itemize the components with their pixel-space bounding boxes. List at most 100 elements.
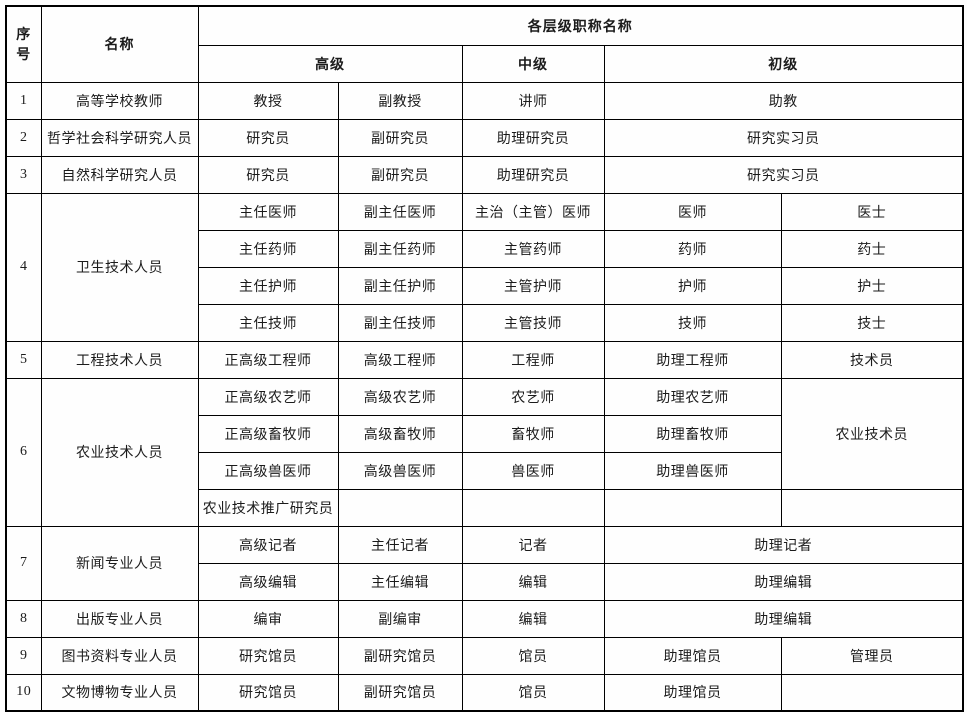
title-cell: 高级编辑 <box>197 562 339 601</box>
title-cell: 正高级农艺师 <box>197 377 339 416</box>
title-cell: 主任技师 <box>197 303 339 342</box>
table-body: 1 高等学校教师 教授 副教授 讲师 助教 2 哲学社会科学研究人员 研究员 副研究员 助理研究员研… <box>5 81 964 712</box>
row-number: 4 <box>5 192 42 342</box>
table-row: 4 卫生技术人员 主任医师 副主任医师 主治（主管）医师 医师 医士 <box>5 192 964 342</box>
title-cell: 农艺师 <box>461 377 605 416</box>
title-cell: 研究员 <box>197 118 339 157</box>
title-cell: 研究实习员 <box>603 155 964 194</box>
row-number: 9 <box>5 636 42 675</box>
title-cell: 正高级兽医师 <box>197 451 339 490</box>
title-cell: 正高级畜牧师 <box>197 414 339 453</box>
title-cell: 管理员 <box>780 636 964 675</box>
title-cell: 医士 <box>780 192 964 231</box>
table-row: 3 自然科学研究人员 研究员 副研究员 助理研究员 研究实习员 <box>5 155 964 194</box>
table-row: 正高级兽医师 高级兽医师 兽医师 助理兽医师 <box>6 451 963 490</box>
title-cell: 药士 <box>780 229 964 268</box>
title-cell: 馆员 <box>461 673 605 712</box>
column-header-serial: 序号 <box>5 5 42 83</box>
title-cell: 记者 <box>461 525 605 564</box>
table-row: 正高级畜牧师 高级畜牧师 畜牧师 助理畜牧师 <box>6 414 963 453</box>
title-cell: 副研究馆员 <box>337 636 463 675</box>
title-cell: 高级工程师 <box>337 340 463 379</box>
title-cell: 医师 <box>603 192 782 231</box>
title-cell: 助理编辑 <box>603 599 964 638</box>
category-name: 自然科学研究人员 <box>40 155 199 194</box>
title-cell: 编辑 <box>461 599 605 638</box>
title-cell: 主任记者 <box>337 525 463 564</box>
category-name: 哲学社会科学研究人员 <box>40 118 199 157</box>
category-name: 卫生技术人员 <box>40 192 199 342</box>
row-number: 6 <box>5 377 42 527</box>
title-cell: 副主任医师 <box>337 192 463 231</box>
table-row: 高级编辑 主任编辑 编辑 助理编辑 <box>6 562 964 601</box>
title-cell: 副研究员 <box>337 118 463 157</box>
title-cell: 副研究馆员 <box>337 673 463 712</box>
title-cell: 副主任技师 <box>337 303 463 342</box>
category-name: 工程技术人员 <box>40 340 199 379</box>
title-cell: 助理编辑 <box>603 562 964 601</box>
title-cell: 高级兽医师 <box>337 451 463 490</box>
title-cell: 助理农艺师 <box>603 377 782 416</box>
table-row: 9 图书资料专业人员 研究馆员 副研究馆员 馆员 助理馆员 管理员 <box>5 636 964 675</box>
title-cell: 助理兽医师 <box>603 451 782 490</box>
table-row: 7 新闻专业人员 高级记者 主任记者 记者 助理记者 <box>5 525 964 601</box>
table-row: 主任药师 副主任药师 主管药师 药师 药士 <box>6 229 964 268</box>
title-cell: 助理工程师 <box>603 340 782 379</box>
title-cell: 主治（主管）医师 <box>461 192 605 231</box>
title-cell <box>780 673 964 712</box>
row-number: 7 <box>5 525 42 601</box>
title-cell: 副编审 <box>337 599 463 638</box>
column-header-name: 名称 <box>40 5 199 83</box>
title-cell: 高级畜牧师 <box>337 414 463 453</box>
title-cell: 研究馆员 <box>197 636 339 675</box>
title-cell: 兽医师 <box>461 451 605 490</box>
row-number: 2 <box>5 118 42 157</box>
title-cell: 助理记者 <box>603 525 964 564</box>
title-cell: 护士 <box>780 266 964 305</box>
title-cell: 主任药师 <box>197 229 339 268</box>
title-cell: 高级农艺师 <box>337 377 463 416</box>
table-row: 2 哲学社会科学研究人员 研究员 副研究员 助理研究员 研究实习员 <box>5 118 964 157</box>
title-cell: 馆员 <box>461 636 605 675</box>
title-cell: 主管技师 <box>461 303 605 342</box>
title-cell: 主任编辑 <box>337 562 463 601</box>
title-cell <box>603 488 782 527</box>
row-number: 3 <box>5 155 42 194</box>
title-cell: 副研究员 <box>337 155 463 194</box>
title-cell: 正高级工程师 <box>197 340 339 379</box>
title-cell: 副主任药师 <box>337 229 463 268</box>
title-cell: 药师 <box>603 229 782 268</box>
category-name: 新闻专业人员 <box>40 525 199 601</box>
title-cell: 工程师 <box>461 340 605 379</box>
table-row: 8 出版专业人员 编审 副编审 编辑 助理编辑 <box>5 599 964 638</box>
header-row: 序号 名称 各层级职称名称 <box>5 5 964 83</box>
category-name: 出版专业人员 <box>40 599 199 638</box>
table-row: 10 文物博物专业人员 研究馆员 副研究馆员 馆员 助理馆员 <box>5 673 964 712</box>
column-header-group: 各层级职称名称 <box>197 5 964 46</box>
title-cell <box>461 488 605 527</box>
title-cell: 研究馆员 <box>197 673 339 712</box>
title-cell: 助理馆员 <box>603 673 782 712</box>
title-cell: 主任医师 <box>197 192 339 231</box>
category-name: 图书资料专业人员 <box>40 636 199 675</box>
column-header-senior: 高级 <box>197 44 463 83</box>
table-row: 5 工程技术人员 正高级工程师 高级工程师 工程师 助理工程师 技术员 <box>5 340 964 379</box>
title-cell: 农业技术推广研究员 <box>197 488 339 527</box>
category-name: 农业技术人员 <box>40 377 199 527</box>
row-number: 10 <box>5 673 42 712</box>
title-cell: 主任护师 <box>197 266 339 305</box>
title-cell: 助教 <box>603 81 964 120</box>
title-cell: 助理研究员 <box>461 155 605 194</box>
table-row: 6 农业技术人员 正高级农艺师 高级农艺师 农艺师 助理农艺师 农业技术员 <box>5 377 964 527</box>
title-cell: 技士 <box>780 303 964 342</box>
row-number: 5 <box>5 340 42 379</box>
professional-titles-table: 序号 名称 各层级职称名称 高级 中级 初级 1 高等学校教师 教授 副教授 讲师 助教 2 哲学社会科… <box>5 5 965 712</box>
title-cell: 助理畜牧师 <box>603 414 782 453</box>
title-cell: 编辑 <box>461 562 605 601</box>
title-cell: 技师 <box>603 303 782 342</box>
title-cell: 讲师 <box>461 81 605 120</box>
title-cell: 农业技术员 <box>780 377 964 490</box>
table-row: 主任技师 副主任技师 主管技师 技师 技士 <box>6 303 964 342</box>
title-cell: 主管护师 <box>461 266 605 305</box>
